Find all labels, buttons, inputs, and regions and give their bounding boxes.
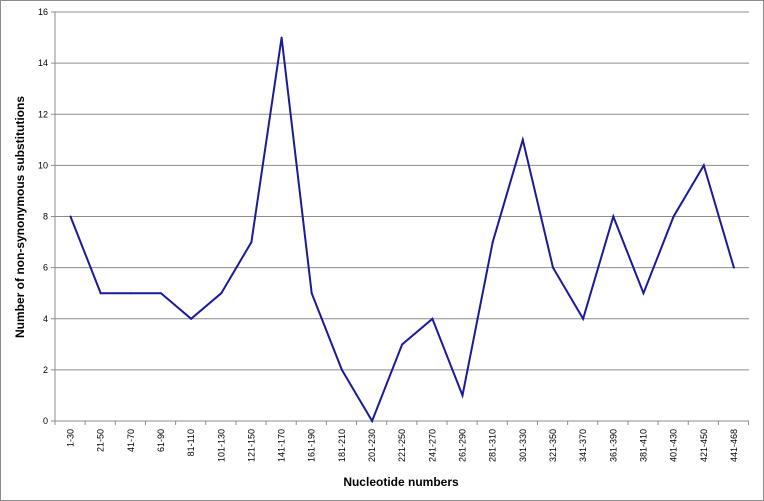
x-tick-label: 161-190	[307, 429, 317, 462]
x-tick-label: 421-450	[699, 429, 709, 462]
data-point	[672, 215, 675, 218]
data-point	[582, 317, 585, 320]
data-point	[732, 266, 735, 269]
data-point	[159, 292, 162, 295]
x-axis-title: Nucleotide numbers	[343, 475, 459, 489]
x-tick-label: 261-290	[458, 429, 468, 462]
y-tick-label: 8	[43, 212, 48, 222]
x-tick-label: 121-150	[246, 429, 256, 462]
x-tick-label: 181-210	[337, 429, 347, 462]
data-point	[99, 292, 102, 295]
data-point	[69, 215, 72, 218]
gridlines	[55, 11, 749, 371]
y-tick-label: 2	[43, 365, 48, 375]
axes	[51, 11, 750, 425]
series-line	[69, 37, 735, 424]
x-tick-label: 61-90	[156, 429, 166, 452]
y-axis-title: Number of non-synonymous substitutions	[13, 96, 27, 338]
x-tick-label: 301-330	[518, 429, 528, 462]
y-tick-label: 4	[43, 314, 48, 324]
x-tick-label: 81-110	[186, 429, 196, 456]
y-tick-label: 16	[38, 7, 48, 17]
data-point	[642, 292, 645, 295]
data-point	[371, 420, 374, 422]
data-point	[340, 368, 343, 371]
x-tick-label: 21-50	[96, 429, 106, 452]
data-point	[310, 292, 313, 295]
x-tick-label: 441-468	[729, 429, 739, 462]
data-point	[401, 343, 404, 346]
data-point	[491, 241, 494, 244]
x-tick-label: 281-310	[488, 429, 498, 462]
y-tick-label: 6	[43, 263, 48, 273]
y-tick-labels: 0 2 4 6 8 10 12 14 16	[38, 7, 48, 426]
x-tick-label: 241-270	[427, 429, 437, 462]
y-tick-label: 10	[38, 160, 48, 170]
data-point	[551, 266, 554, 269]
x-tick-label: 341-370	[578, 429, 588, 462]
data-point	[190, 317, 193, 320]
data-point	[461, 394, 464, 397]
y-tick-label: 14	[38, 58, 48, 68]
x-tick-label: 381-410	[638, 429, 648, 462]
x-tick-label: 361-390	[608, 429, 618, 462]
x-tick-label: 1-30	[66, 429, 76, 447]
data-point	[250, 241, 253, 244]
data-point	[612, 215, 615, 218]
data-point	[702, 164, 705, 167]
y-tick-label: 0	[43, 416, 48, 426]
x-tick-label: 201-230	[367, 429, 377, 462]
data-point	[521, 138, 524, 141]
x-tick-label: 401-430	[669, 429, 679, 462]
x-tick-labels: 1-30 21-50 41-70 61-90 81-110 101-130 121-150 1…	[66, 429, 739, 462]
data-point	[280, 36, 283, 39]
series-lines	[69, 36, 735, 424]
data-point	[220, 292, 223, 295]
x-tick-label: 221-250	[397, 429, 407, 462]
data-point	[129, 292, 132, 295]
x-tick-label: 41-70	[126, 429, 136, 452]
x-tick-label: 141-170	[277, 429, 287, 462]
x-tick-label: 101-130	[216, 429, 226, 462]
data-point	[431, 317, 434, 320]
y-tick-label: 12	[38, 109, 48, 119]
x-tick-label: 321-350	[548, 429, 558, 462]
